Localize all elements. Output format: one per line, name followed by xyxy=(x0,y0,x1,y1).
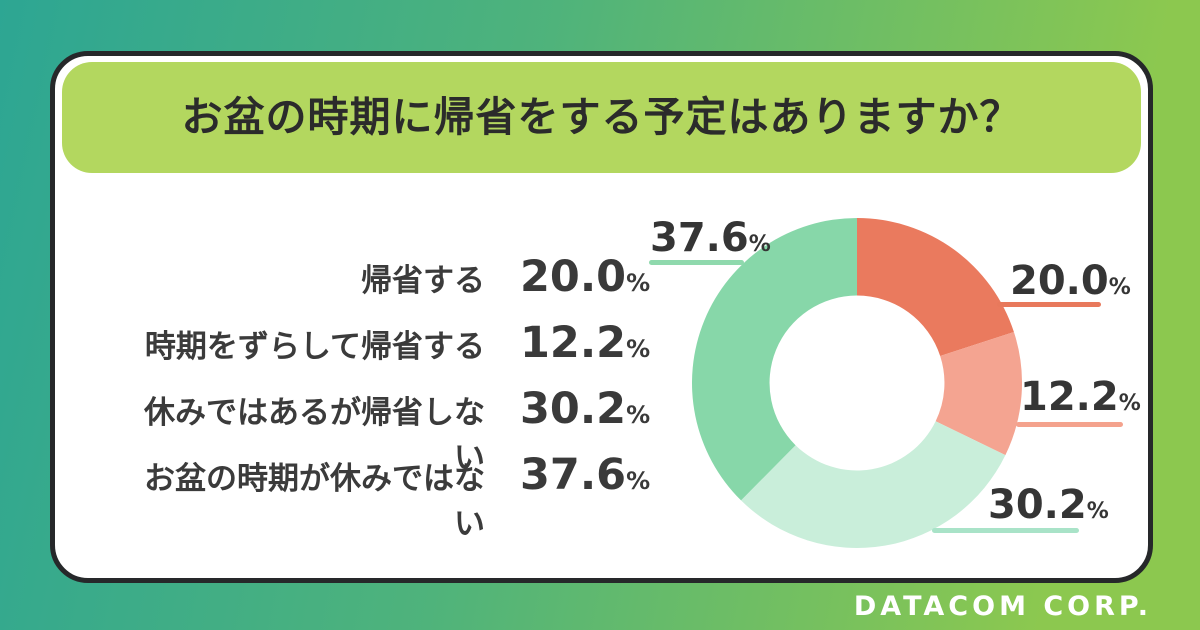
callout-label-37-6: 37.6% xyxy=(650,218,771,266)
percent-sign: % xyxy=(626,269,651,297)
percent-sign: % xyxy=(1118,391,1141,416)
legend-label: お盆の時期が休みではない xyxy=(144,461,485,542)
donut-slice-2 xyxy=(741,421,1006,548)
donut-slice-3 xyxy=(692,218,857,501)
chart-legend: 帰省する 20.0% 時期をずらして帰省する 12.2% 休みではあるが帰省しな… xyxy=(125,252,685,542)
callout-number: 30.2 xyxy=(988,482,1087,528)
callout-line-3 xyxy=(932,528,1079,533)
percent-sign: % xyxy=(748,232,771,257)
percent-sign: % xyxy=(626,401,651,429)
legend-value-number: 37.6 xyxy=(520,450,627,500)
donut-slice-0 xyxy=(857,218,1014,356)
callout-number: 12.2 xyxy=(1020,374,1119,420)
callout-label-12-2: 12.2% xyxy=(1020,377,1141,425)
donut-chart-svg xyxy=(692,218,1022,548)
legend-label: 時期をずらして帰省する xyxy=(144,329,485,365)
legend-value: 37.6% xyxy=(520,450,650,500)
legend-value-number: 30.2 xyxy=(520,384,627,434)
page-title: お盆の時期に帰省をする予定はありますか？ xyxy=(181,93,1022,141)
percent-sign: % xyxy=(626,467,651,495)
legend-value: 30.2% xyxy=(520,384,650,434)
legend-row: お盆の時期が休みではない 37.6% xyxy=(125,450,685,542)
donut-slice-1 xyxy=(935,332,1022,456)
callout-label-20-0: 20.0% xyxy=(1010,261,1131,309)
callout-line-2 xyxy=(1016,422,1123,427)
callout-number: 37.6 xyxy=(650,215,749,261)
callout-label-30-2: 30.2% xyxy=(988,485,1109,533)
callout-number: 20.0 xyxy=(1010,258,1109,304)
legend-row: 帰省する 20.0% xyxy=(125,252,685,302)
legend-label: 休みではあるが帰省しない xyxy=(144,395,485,476)
legend-value: 12.2% xyxy=(520,318,650,368)
callout-line-1 xyxy=(997,302,1101,307)
brand-footer: DATACOM CORP. xyxy=(853,591,1152,622)
legend-row: 時期をずらして帰省する 12.2% xyxy=(125,318,685,368)
callout-line-0 xyxy=(649,260,744,265)
legend-value-number: 20.0 xyxy=(520,252,627,302)
donut-chart xyxy=(692,218,1022,548)
percent-sign: % xyxy=(1086,499,1109,524)
percent-sign: % xyxy=(626,335,651,363)
legend-value: 20.0% xyxy=(520,252,650,302)
percent-sign: % xyxy=(1108,275,1131,300)
legend-label: 帰省する xyxy=(361,263,485,299)
title-banner: お盆の時期に帰省をする予定はありますか？ xyxy=(62,62,1141,173)
content-card: お盆の時期に帰省をする予定はありますか？ 帰省する 20.0% 時期をずらして帰… xyxy=(50,51,1153,583)
legend-value-number: 12.2 xyxy=(520,318,627,368)
legend-row: 休みではあるが帰省しない 30.2% xyxy=(125,384,685,476)
